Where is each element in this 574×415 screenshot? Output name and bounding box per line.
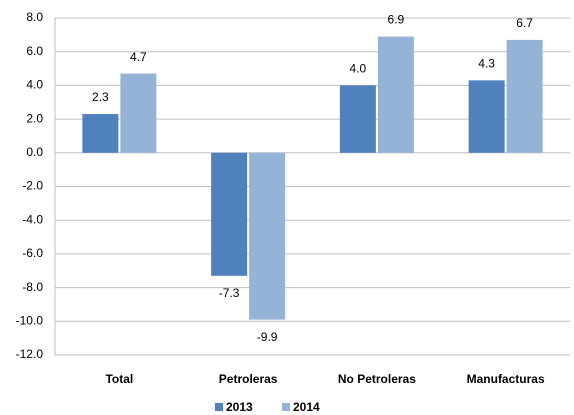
- y-tick-label: 0.0: [26, 145, 43, 159]
- bar: [120, 73, 157, 153]
- y-tick-label: -10.0: [16, 313, 44, 327]
- y-tick-label: 2.0: [26, 111, 43, 125]
- y-tick-label: 8.0: [26, 10, 43, 24]
- value-label: 6.7: [516, 16, 533, 30]
- bar: [377, 36, 414, 153]
- y-tick-label: 4.0: [26, 78, 43, 92]
- y-tick-label: -4.0: [22, 212, 43, 226]
- bar: [468, 80, 505, 153]
- value-label: 6.9: [388, 13, 405, 27]
- legend-label: 2013: [226, 400, 253, 414]
- y-tick-label: 6.0: [26, 44, 43, 58]
- legend-swatch: [215, 403, 223, 411]
- value-label: 4.7: [130, 50, 147, 64]
- bar: [339, 85, 376, 153]
- y-tick-label: -2.0: [22, 179, 43, 193]
- value-label: 4.3: [478, 57, 495, 71]
- value-label: -7.3: [219, 286, 240, 300]
- y-tick-label: -8.0: [22, 280, 43, 294]
- y-tick-label: -12.0: [16, 347, 44, 361]
- value-label: 4.0: [350, 62, 367, 76]
- value-label: 2.3: [92, 90, 109, 104]
- legend-swatch: [282, 403, 290, 411]
- x-tick-label: Manufacturas: [467, 372, 545, 386]
- x-tick-label: Total: [105, 372, 133, 386]
- bar: [82, 114, 119, 153]
- x-tick-label: No Petroleras: [338, 372, 416, 386]
- y-tick-label: -6.0: [22, 246, 43, 260]
- value-label: -9.9: [257, 330, 278, 344]
- legend-label: 2014: [293, 400, 320, 414]
- bar: [211, 152, 248, 276]
- x-tick-label: Petroleras: [219, 372, 278, 386]
- bar: [249, 152, 286, 320]
- bar: [506, 39, 543, 153]
